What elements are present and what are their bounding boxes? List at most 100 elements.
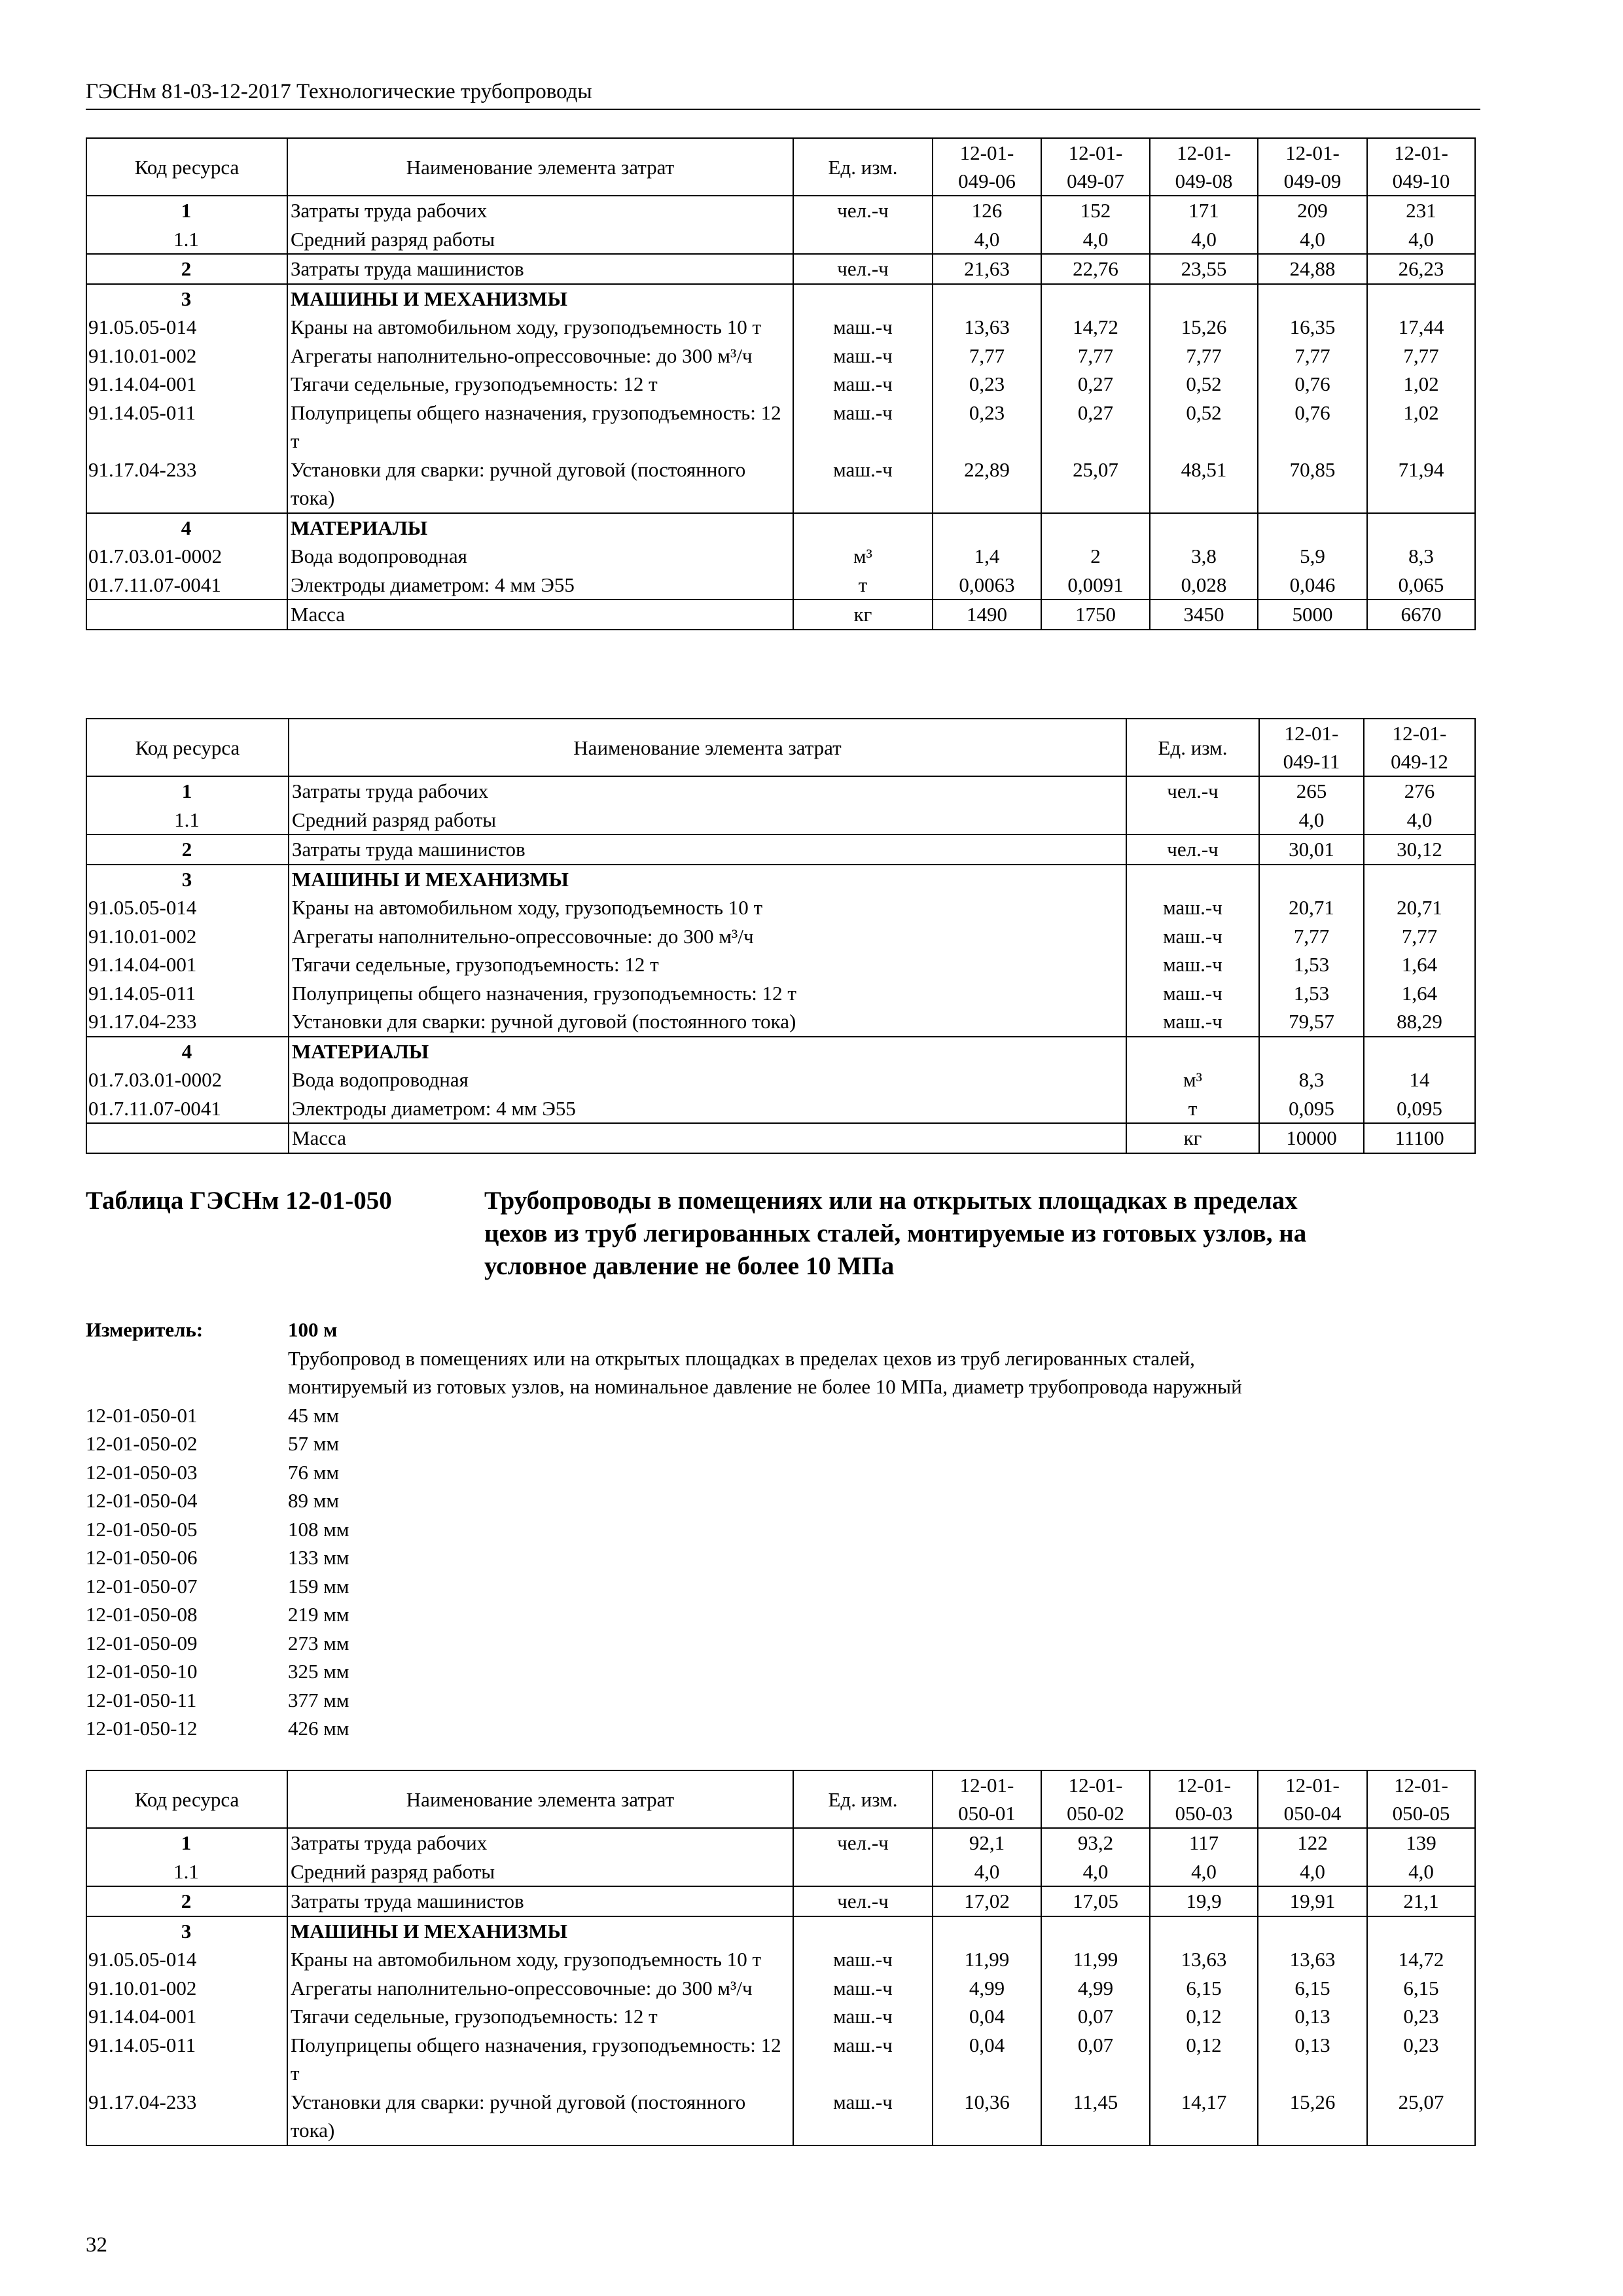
resource-unit: маш.-ч — [793, 2030, 933, 2088]
resource-value: 11100 — [1363, 1123, 1476, 1153]
resource-value: 126 — [932, 196, 1042, 225]
resource-unit — [793, 283, 933, 313]
norm-code: 12-01-050-03 — [86, 1460, 198, 1484]
resource-code: 2 — [86, 834, 289, 865]
header-row: Код ресурса Наименование элемента затрат Е… — [86, 718, 1476, 777]
resource-value: 6,15 — [1257, 1973, 1368, 2002]
resource-code — [86, 1123, 289, 1153]
resource-name: Вода водопроводная — [288, 1066, 1127, 1094]
resource-value: 71,94 — [1366, 455, 1476, 513]
table-row: 3 МАШИНЫ И МЕХАНИЗМЫ — [86, 283, 1476, 313]
diameter-item: 12-01-050-07 159 мм — [86, 1572, 1480, 1601]
diameter-value: 45 мм — [288, 1403, 339, 1427]
resource-value: 0,07 — [1041, 2030, 1150, 2088]
resource-code: 91.05.05-014 — [86, 313, 288, 342]
resource-value: 0,23 — [1366, 2002, 1476, 2031]
resource-code: 01.7.11.07-0041 — [86, 1094, 289, 1123]
resource-value: 14,17 — [1149, 2087, 1258, 2145]
resource-value: 4,0 — [1366, 1857, 1476, 1886]
table-row: 91.17.04-233 Установки для сварки: ручной… — [86, 455, 1476, 513]
resource-name: Затраты труда машинистов — [287, 254, 794, 284]
diameter-value: 426 мм — [288, 1717, 349, 1740]
meter-label: Измеритель: — [86, 1318, 204, 1341]
resource-code: 91.10.01-002 — [86, 341, 288, 370]
resource-value — [1366, 512, 1476, 542]
resource-value: 152 — [1041, 196, 1150, 225]
diameter-item: 12-01-050-08 219 мм — [86, 1600, 1480, 1629]
diameter-value: 273 мм — [288, 1631, 349, 1655]
diameter-value: 76 мм — [288, 1460, 339, 1484]
resource-value — [1257, 283, 1368, 313]
resource-value: 4,0 — [1041, 1857, 1150, 1886]
resource-value — [1149, 283, 1258, 313]
resource-value: 13,63 — [932, 313, 1042, 342]
resource-name: Установки для сварки: ручной дуговой (по… — [287, 455, 794, 513]
table-row: 01.7.03.01-0002 Вода водопроводная м³ 1,4 2 3… — [86, 542, 1476, 571]
description-line: монтируемый из готовых узлов, на номинал… — [288, 1375, 1242, 1398]
resource-value: 48,51 — [1149, 455, 1258, 513]
header-code: Код ресурса — [86, 718, 289, 777]
resource-unit — [1126, 805, 1260, 834]
resource-name: Краны на автомобильном ходу, грузоподъем… — [287, 1945, 794, 1974]
resource-value: 22,76 — [1041, 254, 1150, 284]
resource-value: 10,36 — [932, 2087, 1042, 2145]
title-line: цехов из труб легированных сталей, монти… — [484, 1219, 1307, 1247]
resource-value: 0,23 — [932, 370, 1042, 399]
table-row: 01.7.11.07-0041 Электроды диаметром: 4 мм… — [86, 570, 1476, 600]
diameter-value: 57 мм — [288, 1432, 339, 1455]
resource-unit: м³ — [1126, 1066, 1260, 1094]
resource-value: 1,4 — [932, 542, 1042, 571]
resource-name: Агрегаты наполнительно-опрессовочные: до… — [288, 922, 1127, 950]
table-row: 2 Затраты труда машинистов чел.-ч 30,01 30,1… — [86, 834, 1476, 865]
resource-name: Тягачи седельные, грузоподъемность: 12 т — [288, 950, 1127, 979]
resource-value — [1257, 1916, 1368, 1945]
resource-name: МАШИНЫ И МЕХАНИЗМЫ — [288, 864, 1127, 893]
resource-value: 0,04 — [932, 2030, 1042, 2088]
resource-code: 91.05.05-014 — [86, 1945, 288, 1974]
resource-group: 3 МАШИНЫ И МЕХАНИЗМЫ 91.05.05-014 Краны на … — [86, 283, 1476, 513]
resource-unit: маш.-ч — [793, 398, 933, 456]
resource-value: 1,64 — [1363, 950, 1476, 979]
meter-value: 100 м — [288, 1318, 338, 1341]
table-row: 4 МАТЕРИАЛЫ — [86, 1036, 1476, 1066]
table-header: Код ресурса Наименование элемента затрат Е… — [86, 137, 1476, 196]
description-line: Трубопровод в помещениях или на открытых… — [288, 1346, 1195, 1370]
resource-value — [1041, 512, 1150, 542]
table-row: 1 Затраты труда рабочих чел.-ч 126 152 171 209… — [86, 196, 1476, 225]
resource-value: 0,52 — [1149, 398, 1258, 456]
resource-value: 92,1 — [932, 1828, 1042, 1857]
resource-unit: маш.-ч — [1126, 1007, 1260, 1037]
resource-value: 4,0 — [1041, 224, 1150, 254]
resource-value: 1,53 — [1258, 978, 1364, 1007]
resource-group: Масса кг 1490 1750 3450 5000 6670 — [86, 600, 1476, 630]
resource-name: Полуприцепы общего назначения, грузоподъ… — [287, 2030, 794, 2088]
resource-value — [932, 1916, 1042, 1945]
resource-name: Краны на автомобильном ходу, грузоподъем… — [287, 313, 794, 342]
resource-unit — [793, 1857, 933, 1886]
resource-code: 91.14.05-011 — [86, 2030, 288, 2088]
resource-value: 11,99 — [1041, 1945, 1150, 1974]
resource-name: Установки для сварки: ручной дуговой (по… — [288, 1007, 1127, 1037]
resource-name: Затраты труда рабочих — [287, 1828, 794, 1857]
resource-value: 209 — [1257, 196, 1368, 225]
resource-table-049-06-10: Код ресурса Наименование элемента затрат Е… — [86, 137, 1476, 630]
resource-name: Полуприцепы общего назначения, грузоподъ… — [288, 978, 1127, 1007]
norm-code: 12-01-050-05 — [86, 1517, 198, 1541]
resource-unit: кг — [793, 600, 933, 630]
diameter-item: 12-01-050-11 377 мм — [86, 1686, 1480, 1715]
running-header: ГЭСНм 81-03-12-2017 Технологические труб… — [86, 77, 1480, 110]
table-row: 91.14.05-011 Полуприцепы общего назначени… — [86, 398, 1476, 456]
resource-value: 6,15 — [1149, 1973, 1258, 2002]
resource-value: 22,89 — [932, 455, 1042, 513]
resource-value: 19,91 — [1257, 1886, 1368, 1916]
resource-value: 0,07 — [1041, 2002, 1150, 2031]
resource-code: 91.14.04-001 — [86, 950, 289, 979]
table-row: 01.7.03.01-0002 Вода водопроводная м³ 8,3 14 — [86, 1066, 1476, 1094]
resource-code: 01.7.03.01-0002 — [86, 542, 288, 571]
resource-code: 3 — [86, 283, 288, 313]
resource-value: 122 — [1257, 1828, 1368, 1857]
header-name: Наименование элемента затрат — [287, 137, 794, 196]
resource-code: 3 — [86, 864, 289, 893]
table-row: 3 МАШИНЫ И МЕХАНИЗМЫ — [86, 864, 1476, 893]
header-norm-code: 12-01- 050-05 — [1366, 1770, 1476, 1829]
